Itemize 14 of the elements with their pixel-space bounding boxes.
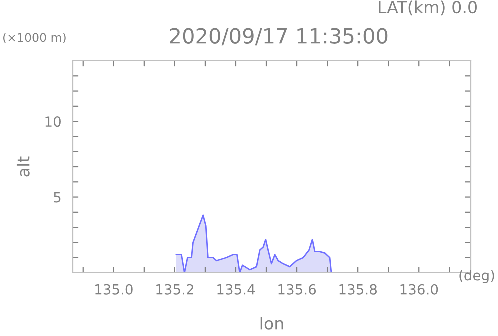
chart-title: 2020/09/17 11:35:00 bbox=[170, 28, 388, 46]
y-axis-title: alt bbox=[16, 156, 30, 177]
x-tick-label: 135.8 bbox=[340, 284, 377, 295]
annotation: (deg) bbox=[460, 270, 494, 284]
x-tick-label: 135.2 bbox=[156, 284, 194, 295]
chart-subtitle: LAT(km) 0.0 bbox=[379, 0, 477, 16]
x-tick-label: 135.6 bbox=[278, 284, 316, 295]
x-tick-label: 135.0 bbox=[96, 284, 133, 295]
x-axis-title: lon bbox=[260, 316, 284, 330]
text: (×1000 m) bbox=[4, 33, 66, 44]
x-tick-label: 135.4 bbox=[218, 284, 256, 295]
y-tick-label: 5 bbox=[54, 192, 61, 203]
y-tick-label: 10 bbox=[46, 116, 61, 128]
x-tick-label: 136.0 bbox=[400, 284, 438, 295]
